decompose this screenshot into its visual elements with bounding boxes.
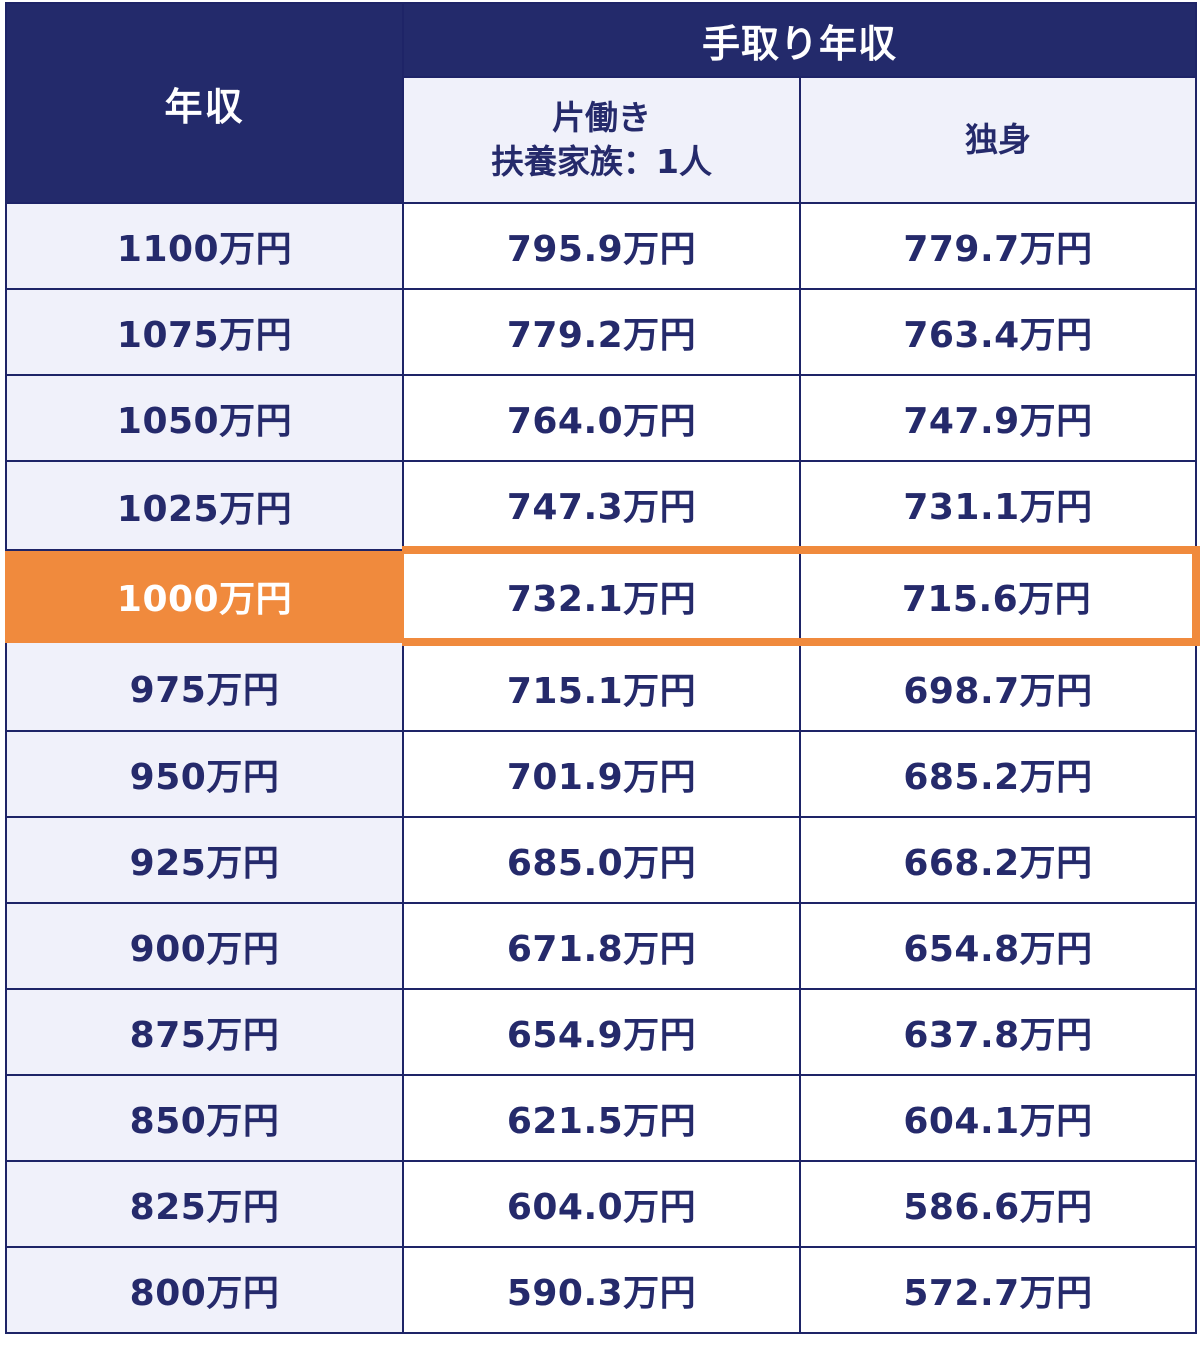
table-row: 1100万円 795.9万円 779.7万円 bbox=[5, 202, 1198, 290]
single-earner-takehome-cell: 590.3万円 bbox=[402, 1246, 801, 1334]
table-row: 925万円 685.0万円 668.2万円 bbox=[5, 816, 1198, 904]
annual-income-cell: 975万円 bbox=[5, 641, 404, 732]
single-person-takehome-cell: 698.7万円 bbox=[798, 641, 1198, 732]
single-earner-header-line1: 片働き bbox=[552, 98, 651, 137]
single-earner-column-header: 片働き 扶養家族：1人 bbox=[402, 76, 801, 204]
takehome-income-table-container: 年収 手取り年収 片働き 扶養家族：1人 独身 1100万円 795.9万円 779… bbox=[5, 2, 1200, 1348]
table-row: 900万円 671.8万円 654.8万円 bbox=[5, 902, 1198, 990]
annual-income-cell: 1050万円 bbox=[5, 374, 404, 462]
table-row: 1075万円 779.2万円 763.4万円 bbox=[5, 288, 1198, 376]
single-earner-takehome-cell: 779.2万円 bbox=[402, 288, 801, 376]
single-person-takehome-cell: 685.2万円 bbox=[798, 730, 1198, 818]
table-row: 1050万円 764.0万円 747.9万円 bbox=[5, 374, 1198, 462]
annual-income-cell: 875万円 bbox=[5, 988, 404, 1076]
single-person-takehome-cell: 715.6万円 bbox=[798, 546, 1200, 646]
annual-income-cell: 925万円 bbox=[5, 816, 404, 904]
single-person-takehome-cell: 637.8万円 bbox=[798, 988, 1198, 1076]
annual-income-header: 年収 bbox=[5, 2, 404, 204]
takehome-income-group-header: 手取り年収 bbox=[401, 2, 1198, 78]
single-earner-takehome-cell: 715.1万円 bbox=[402, 641, 801, 732]
table-row-highlighted: 1000万円 732.1万円 715.6万円 bbox=[5, 546, 1200, 646]
table-row: 800万円 590.3万円 572.7万円 bbox=[5, 1246, 1198, 1334]
table-row: 850万円 621.5万円 604.1万円 bbox=[5, 1074, 1198, 1162]
annual-income-cell: 1075万円 bbox=[5, 288, 404, 376]
single-earner-takehome-cell: 685.0万円 bbox=[402, 816, 801, 904]
single-person-takehome-cell: 604.1万円 bbox=[798, 1074, 1198, 1162]
single-earner-takehome-cell: 732.1万円 bbox=[402, 546, 801, 646]
annual-income-cell: 900万円 bbox=[5, 902, 404, 990]
single-person-column-header: 独身 bbox=[798, 76, 1198, 204]
single-person-takehome-cell: 586.6万円 bbox=[798, 1160, 1198, 1248]
single-person-takehome-cell: 747.9万円 bbox=[798, 374, 1198, 462]
table-row: 950万円 701.9万円 685.2万円 bbox=[5, 730, 1198, 818]
annual-income-cell: 950万円 bbox=[5, 730, 404, 818]
table-header: 年収 手取り年収 片働き 扶養家族：1人 独身 bbox=[5, 2, 1198, 204]
single-person-takehome-cell: 763.4万円 bbox=[798, 288, 1198, 376]
annual-income-cell: 1000万円 bbox=[5, 549, 404, 643]
single-earner-takehome-cell: 604.0万円 bbox=[402, 1160, 801, 1248]
single-earner-takehome-cell: 671.8万円 bbox=[402, 902, 801, 990]
table-row: 875万円 654.9万円 637.8万円 bbox=[5, 988, 1198, 1076]
single-person-takehome-cell: 731.1万円 bbox=[798, 460, 1198, 551]
single-earner-header-line2: 扶養家族：1人 bbox=[491, 142, 712, 181]
table-row: 975万円 715.1万円 698.7万円 bbox=[5, 641, 1198, 732]
single-person-takehome-cell: 572.7万円 bbox=[798, 1246, 1198, 1334]
takehome-income-table: 年収 手取り年収 片働き 扶養家族：1人 独身 1100万円 795.9万円 779… bbox=[5, 2, 1200, 1334]
single-earner-takehome-cell: 654.9万円 bbox=[402, 988, 801, 1076]
table-row: 825万円 604.0万円 586.6万円 bbox=[5, 1160, 1198, 1248]
annual-income-cell: 1025万円 bbox=[5, 460, 404, 551]
annual-income-cell: 1100万円 bbox=[5, 202, 404, 290]
annual-income-cell: 800万円 bbox=[5, 1246, 404, 1334]
header-row-top: 年収 手取り年収 bbox=[5, 2, 1198, 204]
annual-income-cell: 850万円 bbox=[5, 1074, 404, 1162]
single-earner-takehome-cell: 747.3万円 bbox=[402, 460, 801, 551]
single-earner-takehome-cell: 764.0万円 bbox=[402, 374, 801, 462]
annual-income-cell: 825万円 bbox=[5, 1160, 404, 1248]
single-earner-takehome-cell: 621.5万円 bbox=[402, 1074, 801, 1162]
header-row-sub: 片働き 扶養家族：1人 独身 bbox=[6, 76, 1198, 204]
single-person-takehome-cell: 779.7万円 bbox=[798, 202, 1198, 290]
single-person-takehome-cell: 654.8万円 bbox=[798, 902, 1198, 990]
single-earner-takehome-cell: 795.9万円 bbox=[402, 202, 801, 290]
single-earner-takehome-cell: 701.9万円 bbox=[402, 730, 801, 818]
table-body: 1100万円 795.9万円 779.7万円 1075万円 779.2万円 763.4万円… bbox=[5, 202, 1200, 1334]
single-person-takehome-cell: 668.2万円 bbox=[798, 816, 1198, 904]
table-row: 1025万円 747.3万円 731.1万円 bbox=[5, 460, 1198, 551]
